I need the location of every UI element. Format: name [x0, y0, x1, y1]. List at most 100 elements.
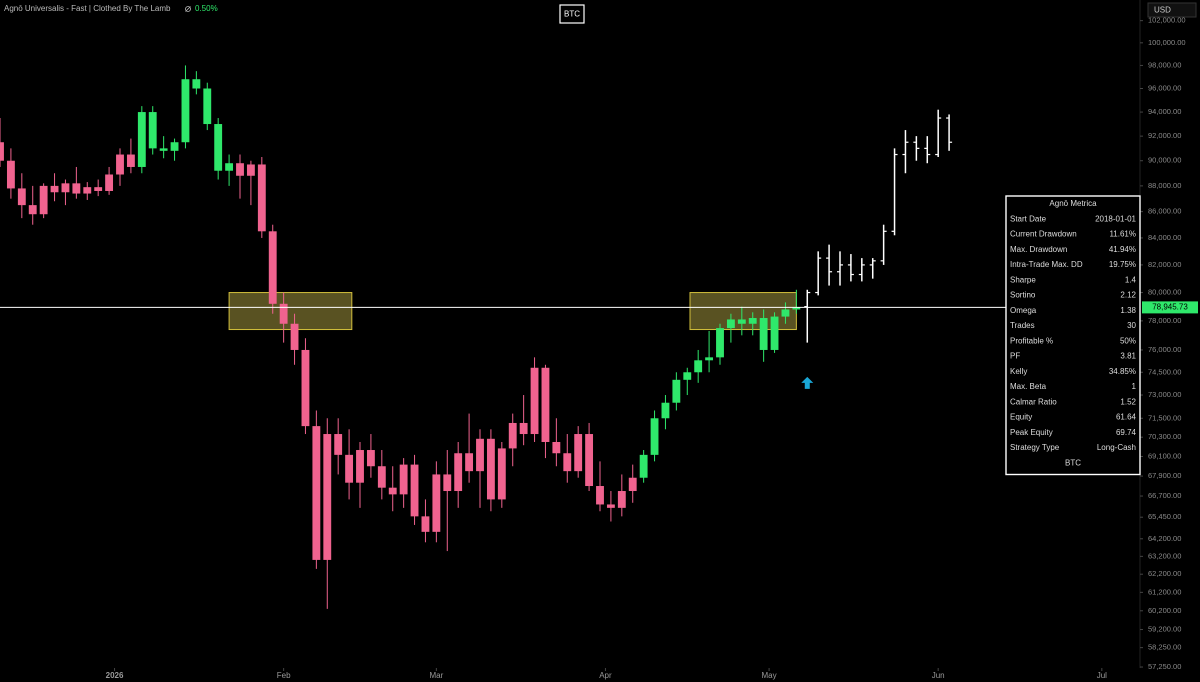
y-tick-label: 60,200.00 [1148, 606, 1181, 615]
currency-box [1147, 2, 1197, 18]
table-label: Equity [1010, 413, 1032, 422]
y-tick-label: 92,000.00 [1148, 131, 1181, 140]
candle-body [6, 160, 15, 189]
candle-body [606, 504, 615, 508]
candle-body [508, 422, 517, 449]
x-tick-label: Feb [277, 671, 291, 680]
table-value: 3.81 [1120, 352, 1136, 361]
candle-body [497, 448, 506, 500]
candle-body [323, 434, 332, 560]
title-change: 0.50% [195, 4, 218, 13]
zone [228, 292, 353, 331]
y-tick-label: 84,000.00 [1148, 233, 1181, 242]
indicator-icon [185, 6, 191, 12]
symbol-label: BTC [564, 10, 580, 19]
candle-body [792, 307, 801, 310]
zone [689, 292, 797, 331]
candle-body [181, 79, 190, 143]
candle-body [257, 164, 266, 232]
y-tick-label: 69,100.00 [1148, 451, 1181, 460]
table-label: Start Date [1010, 214, 1047, 223]
candle-body [388, 487, 397, 495]
candle-body [585, 434, 594, 487]
last-price-label: 78,945.73 [1152, 303, 1188, 312]
candle-body [214, 124, 223, 171]
y-tick-label: 94,000.00 [1148, 107, 1181, 116]
candle-body [770, 316, 779, 350]
candle-body [530, 367, 539, 435]
candle-body [574, 434, 583, 472]
y-tick-label: 98,000.00 [1148, 60, 1181, 69]
table-value: 2018-01-01 [1095, 214, 1136, 223]
table-label: Max. Drawdown [1010, 245, 1067, 254]
candle-body [246, 164, 255, 176]
candle-body [334, 434, 343, 455]
candle-body [0, 142, 4, 161]
y-tick-label: 62,200.00 [1148, 569, 1181, 578]
candle-body [672, 379, 681, 403]
x-tick-label: Mar [429, 671, 443, 680]
signal-arrow [801, 376, 814, 389]
candle-body [716, 328, 724, 358]
table-value: 34.85% [1109, 367, 1136, 376]
table-label: Current Drawdown [1010, 230, 1077, 239]
table-value: 69.74 [1116, 428, 1137, 437]
candle-body [628, 477, 637, 492]
x-tick-label: Jul [1097, 671, 1107, 680]
table-value: 41.94% [1109, 245, 1136, 254]
y-tick-label: 71,500.00 [1148, 413, 1181, 422]
candle-body [541, 367, 550, 442]
candle-body [617, 491, 626, 508]
candle-body [170, 142, 179, 151]
candle-body [399, 464, 408, 495]
table-value: Long-Cash [1097, 443, 1136, 452]
candle-body [476, 438, 484, 472]
y-tick-label: 76,000.00 [1148, 345, 1181, 354]
y-tick-label: 63,200.00 [1148, 551, 1181, 560]
y-tick-label: 66,700.00 [1148, 491, 1181, 500]
candle-body [726, 319, 735, 329]
candle-body [705, 357, 714, 361]
table-value: 1 [1132, 382, 1137, 391]
x-tick-label: 2026 [106, 671, 124, 680]
table-label: Sharpe [1010, 275, 1036, 284]
candle-body [290, 323, 299, 350]
candle-body [72, 183, 81, 194]
y-tick-label: 86,000.00 [1148, 207, 1181, 216]
candle-body [596, 486, 604, 505]
candle-body [61, 183, 70, 193]
candle-body [203, 88, 212, 125]
candle-body [28, 205, 37, 215]
candle-body [345, 454, 354, 483]
candle-body [366, 450, 375, 467]
y-tick-label: 57,250.00 [1148, 662, 1181, 671]
symbol-box [559, 4, 585, 24]
candle-body [94, 187, 103, 191]
candle-body [377, 466, 386, 488]
y-tick-label: 88,000.00 [1148, 181, 1181, 190]
candle-body [465, 453, 474, 472]
candle-body [159, 148, 168, 151]
y-tick-label: 96,000.00 [1148, 83, 1181, 92]
table-value: 30 [1127, 321, 1136, 330]
candle-body [301, 349, 310, 427]
table-value: 50% [1120, 336, 1136, 345]
candle-body [192, 79, 201, 89]
y-tick-label: 58,250.00 [1148, 643, 1181, 652]
candle-body [268, 231, 277, 304]
table-footer: BTC [1065, 458, 1081, 467]
y-tick-label: 70,300.00 [1148, 432, 1181, 441]
candle-body [137, 112, 146, 167]
candle-body [39, 185, 48, 215]
y-tick-label: 82,000.00 [1148, 260, 1181, 269]
candle-body [356, 450, 364, 483]
candle-body [421, 516, 430, 532]
candle-body [443, 474, 452, 492]
y-tick-label: 78,000.00 [1148, 316, 1181, 325]
y-tick-label: 61,200.00 [1148, 587, 1181, 596]
x-tick-label: Jun [932, 671, 945, 680]
table-label: Calmar Ratio [1010, 397, 1057, 406]
candle-body [17, 188, 26, 206]
chart-title: Agnō Universalis - Fast | Clothed By The… [4, 4, 171, 13]
